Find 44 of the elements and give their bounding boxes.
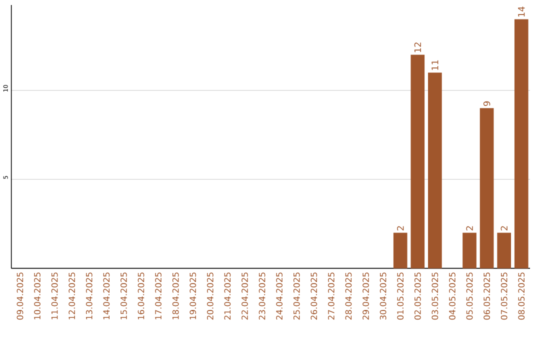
- x-tick-label: 01.05.2025: [397, 272, 404, 320]
- x-tick-label: 07.05.2025: [500, 272, 508, 320]
- x-tick-label: 03.05.2025: [432, 272, 438, 320]
- data-label: 12: [414, 42, 421, 52]
- x-tick-label: 02.05.2025: [414, 272, 421, 320]
- x-tick-label: 28.04.2025: [345, 272, 352, 320]
- data-label: 9: [483, 101, 490, 106]
- x-tick-label: 13.04.2025: [86, 272, 92, 320]
- x-tick-label: 16.04.2025: [138, 272, 144, 320]
- x-tick-label: 20.04.2025: [206, 272, 214, 320]
- x-tick-label: 15.04.2025: [120, 272, 127, 320]
- x-tick-label: 23.04.2025: [258, 272, 266, 320]
- x-tick-label: 21.04.2025: [224, 272, 231, 320]
- data-label: 2: [500, 226, 508, 230]
- x-tick-label: 17.04.2025: [155, 272, 162, 320]
- x-tick-label: 19.04.2025: [190, 272, 196, 320]
- bar: [480, 108, 494, 268]
- data-label: 11: [432, 60, 438, 70]
- data-label: 14: [518, 6, 525, 16]
- bar: [410, 54, 425, 268]
- bar: [497, 232, 512, 268]
- x-tick-label: 12.04.2025: [68, 272, 76, 320]
- x-tick-label: 26.04.2025: [310, 272, 318, 320]
- x-tick-label: 10.04.2025: [34, 272, 40, 320]
- x-tick-label: 29.04.2025: [362, 272, 369, 320]
- bar: [428, 72, 442, 268]
- x-tick-label: 24.04.2025: [276, 272, 283, 320]
- x-tick-label: 09.04.2025: [16, 272, 24, 320]
- x-tick-label: 25.04.2025: [293, 272, 300, 320]
- x-tick-label: 04.05.2025: [449, 272, 456, 320]
- x-tick-label: 05.05.2025: [466, 272, 473, 320]
- bar: [462, 232, 476, 268]
- x-tick-label: 08.05.2025: [518, 272, 525, 320]
- data-label: 2: [397, 226, 404, 230]
- x-tick-label: 11.04.2025: [51, 272, 58, 320]
- data-label: 2: [466, 226, 473, 230]
- x-tick-label: 18.04.2025: [172, 272, 179, 320]
- x-tick-label: 14.04.2025: [103, 272, 110, 320]
- x-tick-label: 22.04.2025: [242, 272, 248, 320]
- x-tick-label: 30.04.2025: [380, 272, 386, 320]
- x-tick-label: 27.04.2025: [328, 272, 334, 320]
- x-tick-label: 06.05.2025: [484, 272, 490, 320]
- bar: [514, 19, 528, 268]
- bar: [393, 232, 408, 268]
